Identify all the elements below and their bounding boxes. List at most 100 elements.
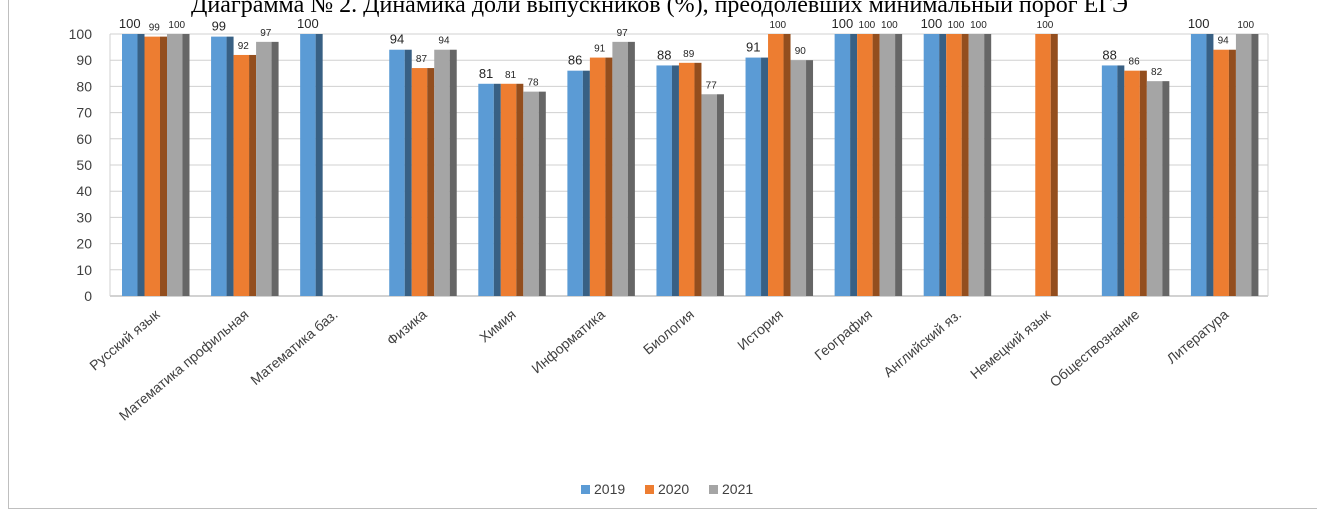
bar-side-2019 (939, 34, 947, 296)
bar-side-2021 (895, 34, 903, 296)
bar-side-2019 (404, 49, 412, 296)
bar-2019 (1190, 34, 1207, 296)
bar-side-2021 (271, 41, 279, 296)
bar-2021 (167, 34, 183, 296)
data-label: 86 (568, 53, 582, 68)
data-label: 77 (706, 80, 718, 91)
bar-2020 (144, 36, 160, 296)
bar-2021 (968, 34, 985, 296)
data-label: 90 (795, 46, 807, 57)
bar-side-2020 (160, 36, 167, 296)
bar-side-2020 (605, 57, 613, 296)
data-label: 100 (119, 16, 141, 31)
data-label: 100 (970, 20, 987, 31)
x-tick-label: Информатика (528, 306, 608, 377)
bar-2019 (834, 34, 851, 296)
y-tick-label: 20 (76, 236, 92, 252)
data-label: 81 (479, 66, 493, 81)
data-label: 100 (1037, 20, 1054, 31)
y-tick-label: 70 (76, 105, 92, 121)
bar-2021 (879, 34, 896, 296)
x-tick-label: География (811, 306, 875, 363)
bar-side-2019 (1206, 34, 1214, 296)
bar-side-2019 (315, 34, 323, 296)
data-label: 82 (1151, 67, 1163, 78)
bar-2019 (478, 83, 494, 296)
bar-2019 (211, 36, 227, 296)
bar-2019 (389, 49, 405, 296)
y-tick-label: 30 (76, 209, 92, 225)
data-label: 94 (438, 36, 450, 47)
bar-2019 (1101, 65, 1118, 296)
bar-side-2019 (761, 57, 769, 296)
bar-side-2019 (137, 34, 145, 296)
bar-side-2020 (1050, 34, 1058, 296)
x-tick-label: Физика (383, 306, 429, 349)
data-label: 97 (617, 28, 629, 39)
bar-side-2019 (671, 65, 679, 296)
bar-2020 (678, 62, 695, 296)
bar-side-2020 (427, 68, 435, 296)
data-label: 100 (832, 16, 854, 31)
bar-2020 (946, 34, 962, 296)
data-label: 100 (769, 20, 786, 31)
bar-2021 (523, 91, 539, 296)
y-tick-label: 10 (76, 262, 92, 278)
data-label: 100 (921, 16, 943, 31)
data-label: 100 (168, 20, 185, 31)
data-label: 89 (683, 49, 695, 60)
bar-side-2020 (694, 62, 702, 296)
bar-side-2020 (961, 34, 969, 296)
legend-label-2021: 2021 (722, 481, 753, 497)
data-label: 78 (527, 78, 539, 89)
bar-2020 (233, 54, 250, 296)
data-label: 92 (238, 41, 250, 52)
bar-side-2019 (582, 70, 590, 296)
bar-side-2019 (1117, 65, 1125, 296)
x-tick-label: Литература (1163, 306, 1231, 367)
bar-side-2021 (449, 49, 457, 296)
bar-2021 (1235, 34, 1252, 296)
legend-label-2019: 2019 (594, 481, 625, 497)
bar-side-2019 (850, 34, 858, 296)
bar-side-2020 (249, 54, 257, 296)
data-label: 91 (594, 44, 606, 55)
bar-side-2021 (1162, 81, 1170, 296)
bar-2020 (500, 83, 517, 296)
data-label: 100 (1237, 20, 1254, 31)
y-tick-label: 100 (69, 26, 93, 42)
bar-side-2021 (984, 34, 992, 296)
y-tick-label: 80 (76, 78, 92, 94)
data-label: 99 (149, 23, 161, 34)
bar-side-2019 (226, 36, 234, 296)
data-label: 88 (1102, 47, 1116, 62)
data-label: 81 (505, 70, 517, 81)
bar-side-2021 (538, 91, 546, 296)
bar-2019 (656, 65, 672, 296)
data-label: 100 (1188, 16, 1210, 31)
x-tick-label: Немецкий язык (967, 305, 1054, 382)
chart-frame (8, 0, 1317, 509)
bar-side-2020 (1228, 49, 1236, 296)
bar-side-2019 (493, 83, 501, 296)
bar-2021 (612, 41, 628, 296)
legend: 2019 2020 2021 (581, 481, 753, 497)
bar-side-2021 (1251, 34, 1259, 296)
bar-2019 (745, 57, 762, 296)
data-label: 91 (746, 40, 760, 55)
x-tick-label: Математика баз. (247, 306, 340, 388)
data-label: 100 (881, 20, 898, 31)
data-label: 100 (297, 16, 319, 31)
bar-side-2020 (516, 83, 524, 296)
legend-swatch-2020 (645, 485, 654, 494)
x-tick-label: Химия (476, 306, 519, 345)
y-tick-label: 60 (76, 131, 92, 147)
bar-2019 (567, 70, 583, 296)
legend-swatch-2019 (581, 485, 590, 494)
y-tick-label: 0 (84, 288, 92, 304)
y-axis-tick-labels: 0 10 20 30 40 50 60 70 80 90 100 (69, 26, 93, 304)
legend-swatch-2021 (709, 485, 718, 494)
bar-side-2020 (1139, 70, 1147, 296)
x-tick-label: Английский яз. (880, 306, 964, 380)
